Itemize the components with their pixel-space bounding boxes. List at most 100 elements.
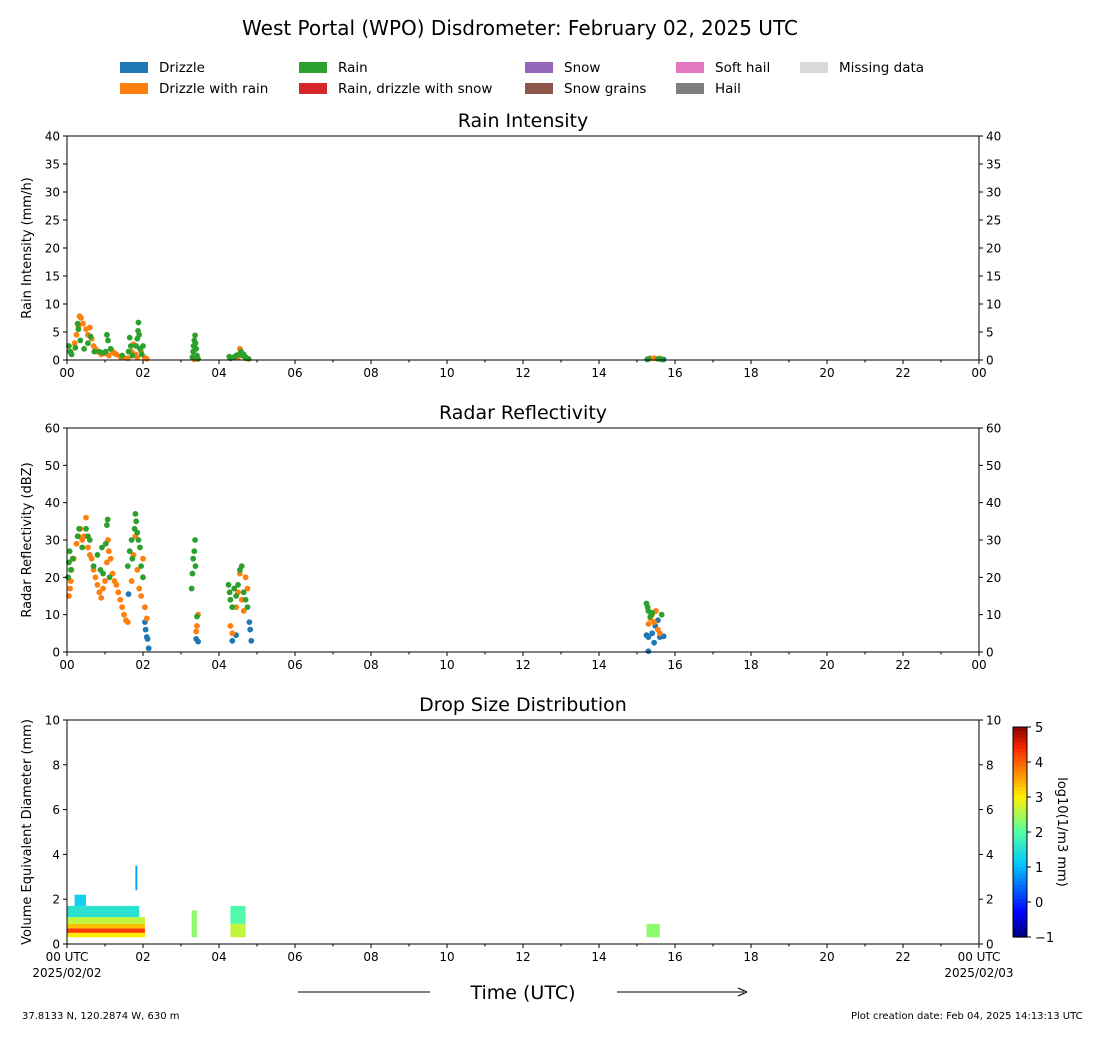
y-tick-label-right: 4 xyxy=(986,848,994,862)
data-point xyxy=(113,581,120,588)
x-tick-label: 04 xyxy=(211,366,226,380)
legend-item: Soft hail xyxy=(676,60,770,76)
data-point xyxy=(134,529,141,536)
data-point xyxy=(138,593,145,599)
heatmap-cell xyxy=(67,917,145,924)
y-axis-label: Radar Reflectivity (dBZ) xyxy=(20,462,35,617)
x-tick-label: 10 xyxy=(439,366,454,380)
legend-swatch xyxy=(299,83,327,94)
data-point xyxy=(105,548,112,555)
y-tick-label: 10 xyxy=(45,608,60,622)
y-tick-label: 20 xyxy=(45,571,60,585)
data-point xyxy=(102,540,109,547)
y-tick-label: 60 xyxy=(45,422,60,436)
data-point xyxy=(137,544,143,551)
data-point xyxy=(129,352,136,359)
y-tick-label-right: 2 xyxy=(986,893,994,907)
x-tick-label: 00 UTC xyxy=(46,950,89,964)
x-tick-label: 06 xyxy=(287,366,302,380)
x-tick-label: 00 xyxy=(59,366,74,380)
data-point xyxy=(94,552,101,558)
colorbar-segment xyxy=(1013,758,1027,763)
legend-item: Drizzle with rain xyxy=(120,81,268,97)
data-point xyxy=(127,343,134,349)
data-point xyxy=(75,326,82,333)
data-point xyxy=(138,563,145,570)
colorbar-tick-label: 1 xyxy=(1035,861,1043,876)
arrow-head xyxy=(737,987,748,997)
data-point xyxy=(134,566,141,573)
legend-swatch xyxy=(525,62,553,73)
data-point xyxy=(191,548,198,555)
colorbar-tick-label: 0 xyxy=(1035,896,1043,911)
colorbar-segment xyxy=(1013,898,1027,903)
heatmap-cell xyxy=(230,905,246,924)
data-point xyxy=(194,622,200,629)
data-point xyxy=(91,348,98,355)
figure-title: West Portal (WPO) Disdrometer: February … xyxy=(242,16,798,40)
x-tick-label: 02 xyxy=(135,366,150,380)
x-tick-label: 12 xyxy=(515,366,530,380)
data-point xyxy=(244,585,251,592)
colorbar-segment xyxy=(1013,905,1027,910)
colorbar-segment xyxy=(1013,912,1027,917)
data-point xyxy=(94,581,101,588)
data-point xyxy=(125,591,132,598)
plot-frame xyxy=(66,135,980,361)
y-tick-label-right: 30 xyxy=(986,186,1001,200)
data-point xyxy=(121,611,127,618)
data-point xyxy=(142,604,148,611)
data-point xyxy=(74,533,81,540)
y-tick-label-right: 10 xyxy=(986,298,1001,312)
data-point xyxy=(77,337,84,344)
data-point xyxy=(190,555,197,562)
legend-label: Drizzle with rain xyxy=(159,81,269,97)
x-tick-label: 16 xyxy=(667,950,682,964)
y-tick-label-right: 5 xyxy=(986,326,994,340)
data-point xyxy=(80,320,86,327)
data-point xyxy=(140,555,146,562)
y-tick-label-right: 20 xyxy=(986,242,1001,256)
data-point xyxy=(246,619,253,626)
data-point xyxy=(192,537,198,543)
y-tick-label: 5 xyxy=(52,326,60,340)
colorbar-segment xyxy=(1013,790,1027,795)
data-point xyxy=(227,596,234,603)
colorbar-segment xyxy=(1013,919,1027,924)
y-tick-label: 0 xyxy=(52,354,60,368)
data-point xyxy=(135,319,142,326)
x-axis-label: Time (UTC) xyxy=(469,982,575,1004)
legend-item: Snow xyxy=(525,60,600,76)
data-point xyxy=(193,628,200,635)
data-point xyxy=(229,630,236,637)
data-point xyxy=(132,510,139,517)
data-point xyxy=(128,537,135,543)
legend-label: Rain xyxy=(338,60,368,76)
y-tick-label-right: 40 xyxy=(986,496,1001,510)
colorbar-tick-label: 3 xyxy=(1035,791,1043,806)
y-tick-label: 10 xyxy=(45,714,60,728)
colorbar-segment xyxy=(1013,825,1027,830)
x-tick-label: 02 xyxy=(135,658,150,672)
legend-label: Hail xyxy=(715,81,741,97)
legend-label: Snow grains xyxy=(564,81,647,97)
y-tick-label: 35 xyxy=(45,158,60,172)
colorbar-segment xyxy=(1013,793,1027,798)
legend-label: Soft hail xyxy=(715,60,771,76)
y-tick-label-right: 20 xyxy=(986,571,1001,585)
data-point xyxy=(142,626,149,633)
data-point xyxy=(242,596,249,603)
data-point xyxy=(656,630,663,637)
data-point xyxy=(104,331,110,338)
data-point xyxy=(651,619,657,626)
y-tick-label: 4 xyxy=(52,848,60,862)
data-point xyxy=(645,621,652,627)
data-point xyxy=(238,563,245,570)
data-point xyxy=(99,544,105,551)
x-tick-label: 20 xyxy=(819,658,834,672)
data-point xyxy=(69,555,76,562)
y-tick-label-right: 25 xyxy=(986,214,1001,228)
data-point xyxy=(649,630,656,637)
colorbar-segment xyxy=(1013,751,1027,756)
location-text: 37.8133 N, 120.2874 W, 630 m xyxy=(22,1011,180,1022)
